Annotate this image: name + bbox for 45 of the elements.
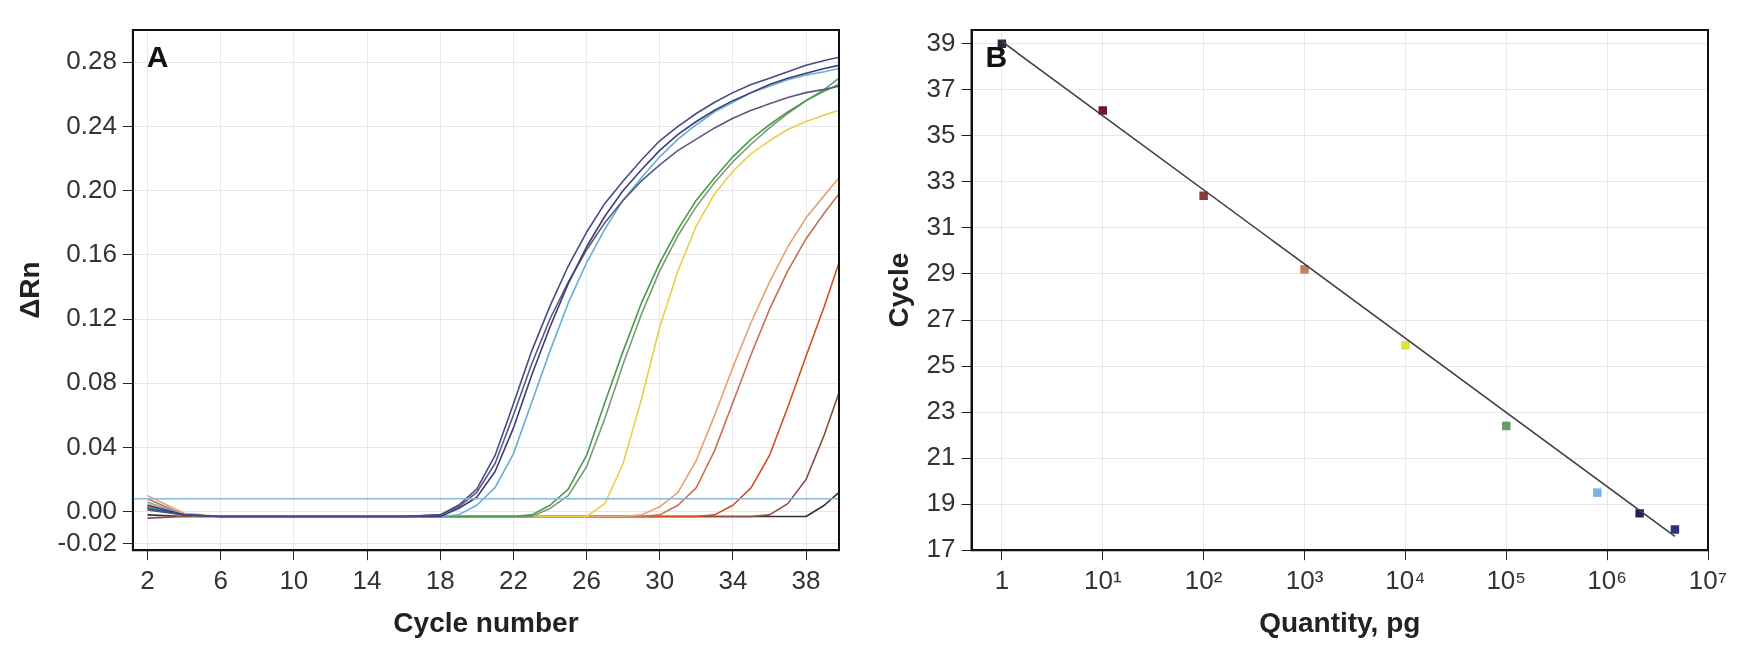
x-axis-title: Cycle number (393, 606, 579, 638)
y-axis-title: Cycle (882, 252, 914, 328)
y-tick-label: 0.12 (66, 302, 117, 333)
y-tick-label: 17 (926, 533, 956, 564)
x-tick-label: 10¹ (1083, 564, 1122, 595)
x-tick-label: 10² (1184, 564, 1223, 595)
y-tick-label: 39 (926, 26, 956, 57)
x-tick-label: 26 (572, 564, 602, 595)
x-tick-label: 6 (213, 564, 228, 595)
x-tick-label: 22 (498, 564, 528, 595)
y-tick-label: 23 (926, 395, 956, 426)
y-tick-label: 21 (926, 441, 956, 472)
annotation: A (146, 40, 169, 74)
y-tick-label: 0.24 (66, 109, 117, 140)
y-tick-label: 0.20 (66, 173, 117, 204)
x-tick-label: 30 (645, 564, 675, 595)
x-tick-label: 10⁴ (1385, 564, 1426, 595)
y-tick-label: 27 (926, 303, 956, 334)
x-tick-label: 10⁶ (1587, 564, 1627, 595)
annotation: B (985, 40, 1008, 74)
y-tick-label: 0.04 (66, 430, 117, 461)
x-axis-title: Quantity, pg (1259, 606, 1421, 638)
x-tick-label: 1 (994, 564, 1010, 595)
x-tick-label: 34 (718, 564, 748, 595)
y-tick-label: 35 (926, 119, 956, 150)
y-tick-label: 31 (926, 211, 956, 242)
x-tick-label: 2 (140, 564, 155, 595)
y-tick-label: 0.00 (66, 494, 117, 525)
y-tick-label: 0.28 (66, 45, 117, 76)
y-tick-label: 33 (926, 165, 956, 196)
y-tick-label: 25 (926, 349, 956, 380)
x-tick-label: 10³ (1285, 564, 1324, 595)
x-tick-label: 38 (791, 564, 821, 595)
y-tick-label: -0.02 (57, 526, 117, 557)
y-tick-label: 19 (926, 487, 956, 518)
x-tick-label: 10⁷ (1688, 564, 1728, 595)
y-tick-label: 37 (926, 73, 956, 104)
x-tick-label: 10 (279, 564, 309, 595)
y-tick-label: 0.08 (66, 366, 117, 397)
x-tick-label: 18 (425, 564, 455, 595)
y-tick-label: 29 (926, 257, 956, 288)
x-tick-label: 10⁵ (1486, 564, 1527, 595)
y-axis-title: ΔRn (13, 261, 45, 319)
x-tick-label: 14 (352, 564, 382, 595)
y-tick-label: 0.16 (66, 237, 117, 268)
